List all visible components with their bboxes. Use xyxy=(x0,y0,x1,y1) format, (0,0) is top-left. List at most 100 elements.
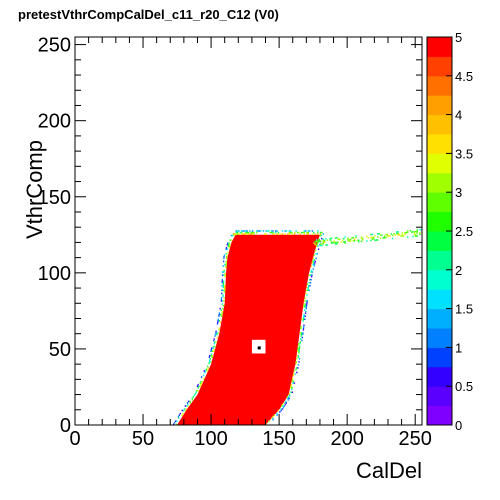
heatmap-bin xyxy=(242,230,244,232)
heatmap-bin xyxy=(300,338,302,340)
heatmap-bin xyxy=(176,420,178,422)
heatmap-bin xyxy=(298,348,301,351)
heatmap-bin xyxy=(183,408,186,410)
heatmap-bin xyxy=(270,417,273,419)
heatmap-bin xyxy=(221,289,223,292)
heatmap-bin xyxy=(277,231,280,234)
heatmap-bin xyxy=(236,231,239,234)
heatmap-bin xyxy=(310,265,313,267)
heatmap-bin xyxy=(420,228,422,231)
heatmap-bin xyxy=(206,368,209,371)
heatmap-bin xyxy=(306,300,308,302)
heatmap-bin xyxy=(314,242,316,244)
heatmap-bin xyxy=(297,364,300,366)
x-axis: 0 50 100 150 200 250 xyxy=(69,37,432,450)
heatmap-bin xyxy=(202,377,205,380)
x-tick-label: 100 xyxy=(194,428,227,450)
palette-swatch xyxy=(427,134,452,154)
heatmap-bin xyxy=(387,235,390,237)
heatmap-bin xyxy=(330,242,333,244)
heatmap-bin xyxy=(304,315,306,317)
heatmap-bin xyxy=(411,231,413,233)
heatmap-bin xyxy=(266,230,269,232)
heatmap-bin xyxy=(222,286,225,289)
palette-tick-label: 4.5 xyxy=(455,69,473,84)
heatmap-bin xyxy=(371,238,374,240)
heatmap-bin xyxy=(303,313,305,316)
heatmap-bin xyxy=(362,239,364,241)
heatmap-bin xyxy=(290,391,292,394)
heatmap-bin xyxy=(210,350,212,352)
heatmap-bin xyxy=(218,312,221,314)
heatmap-bin xyxy=(371,236,374,239)
heatmap-bin xyxy=(218,320,221,322)
palette-swatch xyxy=(427,172,452,193)
heatmap-bin xyxy=(311,233,314,235)
heatmap-bin xyxy=(238,233,240,235)
heatmap-bin xyxy=(304,297,306,299)
heatmap-bin xyxy=(296,358,298,360)
heatmap-bin xyxy=(355,236,357,239)
heatmap-bin xyxy=(299,332,301,334)
palette-tick-label: 1 xyxy=(455,340,462,355)
heatmap-bin xyxy=(227,245,229,247)
heatmap-bin xyxy=(299,233,301,235)
heatmap-bin xyxy=(212,350,215,352)
heatmap-bin xyxy=(398,234,401,236)
heatmap-bin xyxy=(413,232,416,235)
heatmap-bin xyxy=(344,242,346,244)
heatmap-bin xyxy=(329,237,331,240)
heatmap-bin xyxy=(392,237,394,240)
heatmap-bin xyxy=(208,356,210,359)
heatmap-bin xyxy=(320,234,323,237)
heatmap-bin xyxy=(360,237,363,240)
heatmap-bin xyxy=(212,347,214,349)
heatmap-bin xyxy=(217,332,220,334)
heatmap-bin xyxy=(222,295,224,298)
heatmap-bin xyxy=(307,286,310,289)
heatmap-bin xyxy=(198,385,200,387)
heatmap-bin xyxy=(310,271,312,273)
heatmap-bin xyxy=(179,412,181,415)
heatmap-bin xyxy=(229,243,231,246)
heatmap-bin xyxy=(221,285,223,287)
heatmap-bin xyxy=(336,237,338,239)
heatmap-bin xyxy=(222,281,225,284)
heatmap-bin xyxy=(221,303,224,305)
heatmap-bin xyxy=(269,231,271,234)
heatmap-bin xyxy=(303,309,306,311)
heatmap-bin xyxy=(340,241,342,243)
heatmap-bin xyxy=(397,231,399,233)
heatmap-bin xyxy=(197,390,199,392)
heatmap-bin xyxy=(322,243,325,245)
heatmap-bin xyxy=(201,380,203,383)
heatmap-bin xyxy=(389,234,391,237)
heatmap-bin xyxy=(321,244,323,247)
heatmap-bin xyxy=(203,370,205,372)
heatmap-bin xyxy=(303,231,305,234)
x-tick-label: 250 xyxy=(399,428,432,450)
heatmap-bin xyxy=(213,339,215,342)
heatmap-bin xyxy=(377,236,379,238)
heatmap-bin xyxy=(292,377,294,380)
heatmap-bin xyxy=(221,313,223,316)
heatmap-bin xyxy=(407,231,409,234)
palette-swatch xyxy=(427,211,452,232)
heatmap-bin xyxy=(400,235,402,237)
heatmap-bin xyxy=(298,358,301,360)
heatmap-bin xyxy=(222,300,224,302)
heatmap-bin xyxy=(329,239,331,241)
heatmap-bin xyxy=(371,233,374,236)
heatmap-bin xyxy=(226,242,229,244)
heatmap-bin xyxy=(293,370,296,372)
heatmap-bin xyxy=(277,233,280,235)
heatmap-bin xyxy=(246,231,248,234)
heatmap-bin xyxy=(317,245,319,247)
heatmap-bin xyxy=(366,240,368,242)
y-tick-label: 200 xyxy=(38,111,71,133)
heatmap-bin xyxy=(245,231,247,234)
heatmap-bin xyxy=(300,333,303,336)
heatmap-bin xyxy=(200,382,203,384)
heatmap-bin xyxy=(191,399,194,401)
heatmap-bin xyxy=(322,238,325,240)
